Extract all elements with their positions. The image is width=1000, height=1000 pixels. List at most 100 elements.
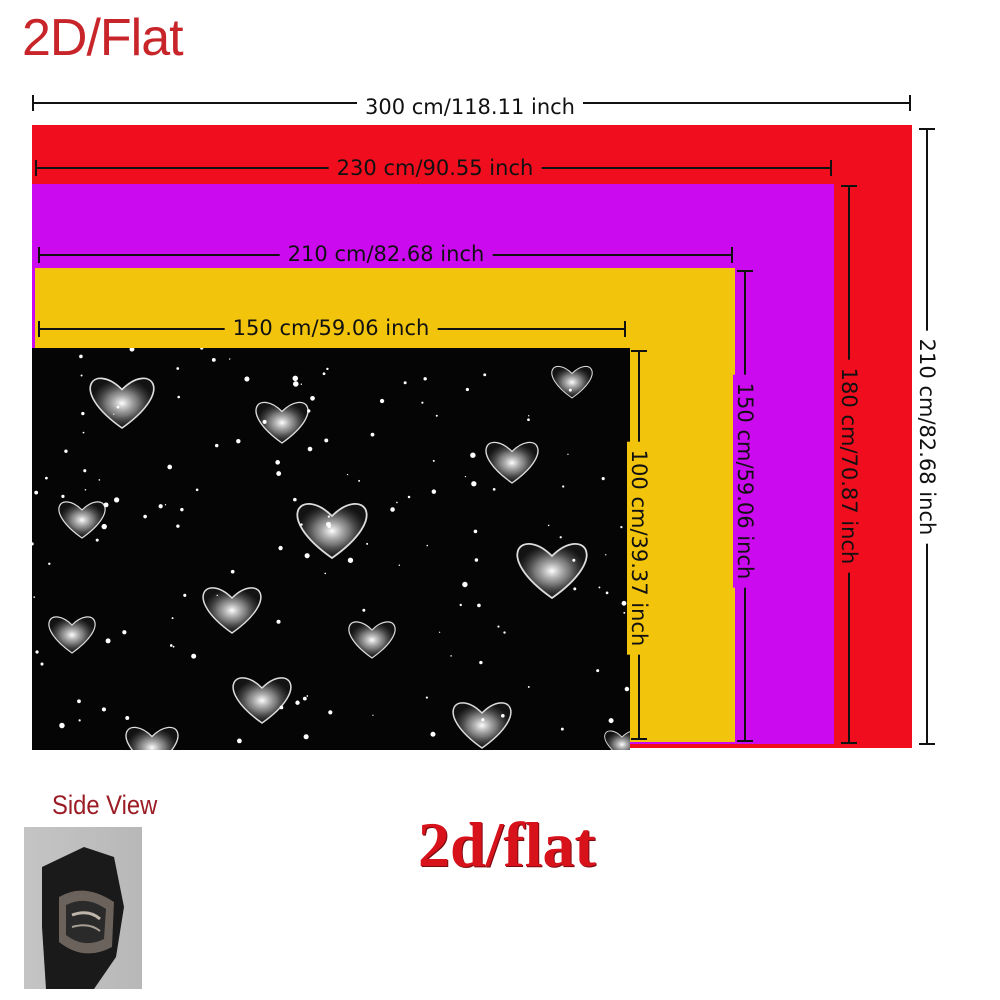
star-dot [113, 497, 120, 503]
star-dot [435, 414, 438, 417]
star-dot [347, 557, 354, 563]
heart-shape [485, 441, 539, 484]
heart-shape [202, 587, 262, 634]
star-dot [462, 581, 468, 588]
star-dot [34, 490, 39, 495]
star-dot [101, 523, 107, 530]
star-dot [492, 488, 496, 491]
star-dot [450, 655, 452, 657]
star-dot [61, 494, 65, 498]
star-dot [327, 515, 330, 518]
star-dot [191, 653, 197, 659]
star-dot [503, 631, 506, 634]
star-dot [307, 409, 311, 413]
star-dot [568, 388, 572, 392]
star-dot [479, 660, 483, 665]
star-dot [105, 638, 111, 644]
star-dot [79, 354, 83, 359]
star-dot [306, 695, 309, 697]
side-view-label: Side View [52, 790, 158, 820]
star-dot [177, 395, 181, 399]
star-dot [80, 374, 83, 377]
star-dot [620, 526, 623, 529]
star-dot [143, 514, 147, 519]
star-dot [621, 600, 627, 606]
star-dot [59, 722, 65, 729]
star-dot [303, 734, 309, 740]
star-dot [572, 558, 576, 562]
star-dot [164, 504, 167, 506]
heart-shape [255, 401, 309, 444]
star-dot [362, 608, 366, 612]
star-dot [48, 562, 51, 566]
star-dot [103, 502, 109, 508]
star-dot [40, 662, 44, 666]
star-dot [432, 459, 435, 462]
star-dot [322, 372, 326, 376]
star-dot [211, 357, 216, 362]
star-dot [279, 705, 284, 710]
star-dot [216, 594, 218, 597]
star-dot [302, 696, 307, 701]
star-dot [228, 358, 231, 360]
star-dot [430, 731, 436, 737]
star-dot [426, 544, 429, 547]
star-dot [560, 727, 564, 731]
star-dot [327, 524, 331, 528]
star-dot [326, 367, 329, 371]
footer-label: 2d/flat [418, 809, 596, 880]
star-dot [295, 700, 300, 705]
star-dot [200, 348, 204, 350]
star-dot [195, 488, 199, 492]
star-dot [562, 485, 565, 488]
star-dot [407, 495, 411, 499]
star-dot [32, 542, 34, 546]
star-dot [573, 587, 577, 591]
star-dot [366, 542, 369, 545]
star-dot [623, 611, 626, 614]
star-dot [64, 449, 68, 453]
star-dot [398, 564, 401, 566]
width-label-210: 210 cm/82.68 inch [279, 242, 493, 266]
height-label-100: 100 cm/39.37 inch [627, 441, 651, 655]
star-dot [176, 367, 180, 370]
height-label-150: 150 cm/59.06 inch [733, 374, 757, 588]
star-dot [129, 348, 135, 352]
star-dot [431, 489, 437, 494]
star-dot [172, 645, 175, 648]
star-dot [35, 650, 39, 654]
heart-shape [232, 677, 292, 724]
star-dot [423, 377, 427, 381]
star-dot [78, 719, 81, 722]
star-dot [33, 596, 36, 598]
star-dot [527, 686, 530, 688]
star-dot [82, 431, 85, 434]
star-dot [116, 405, 120, 409]
star-dot [125, 715, 130, 720]
width-label-150: 150 cm/59.06 inch [224, 316, 438, 340]
star-dot [608, 718, 614, 724]
height-label-210: 210 cm/82.68 inch [915, 330, 939, 544]
star-dot [292, 375, 299, 382]
star-dot [324, 438, 329, 443]
heart-shape [296, 503, 368, 560]
star-dot [84, 488, 87, 491]
star-dot [300, 523, 303, 526]
star-dot [275, 460, 280, 465]
star-dot [547, 524, 550, 527]
star-dot [527, 418, 530, 422]
star-dot [244, 376, 250, 382]
star-dot [396, 501, 398, 504]
hearts-pattern-image [32, 348, 630, 750]
star-dot [497, 625, 500, 628]
heart-shape [452, 702, 512, 749]
star-dot [605, 554, 607, 556]
heart-shape [551, 365, 593, 399]
star-dot [183, 593, 187, 597]
star-dot [601, 477, 605, 481]
star-dot [425, 696, 428, 699]
star-dot [370, 432, 375, 437]
star-dot [328, 710, 333, 715]
size-150x100-hearts [32, 348, 630, 750]
star-dot [567, 453, 569, 455]
